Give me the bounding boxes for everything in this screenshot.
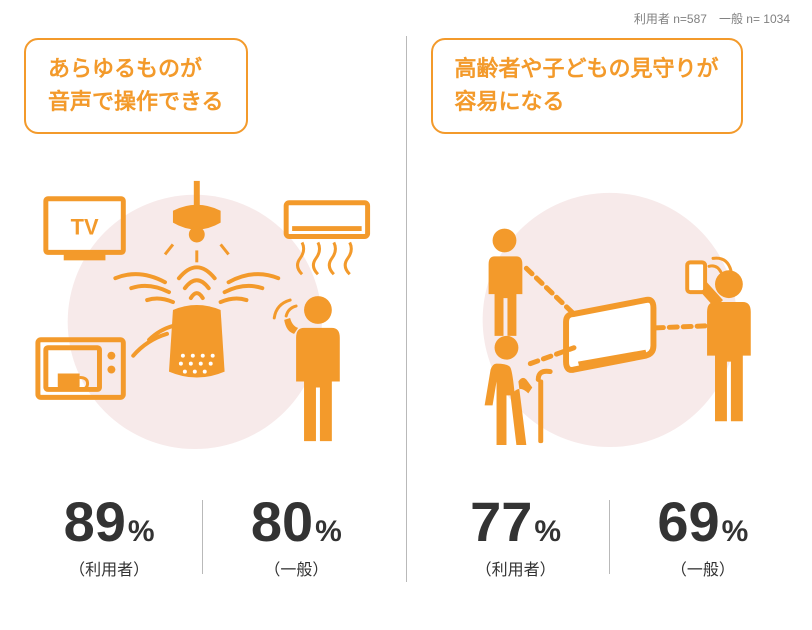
panel-title: 高齢者や子どもの見守りが 容易になる	[431, 38, 743, 134]
tv-label: TV	[71, 215, 99, 240]
stat-general-right: 69% （一般）	[618, 494, 788, 580]
stat-number: 89	[64, 490, 126, 553]
illustration-watch	[431, 150, 789, 470]
stat-general-left: 80% （一般）	[211, 494, 381, 580]
stat-label: （利用者）	[431, 556, 601, 580]
stat-unit: %	[534, 515, 561, 548]
sample-size-note: 利用者 n=587 一般 n= 1034	[634, 10, 790, 27]
stat-unit: %	[315, 515, 342, 548]
title-line2: 高齢者や子どもの見守りが 容易になる	[455, 56, 719, 114]
stat-label: （一般）	[618, 556, 788, 580]
stat-label: （一般）	[211, 556, 381, 580]
panel-voice-control: あらゆるものが 音声で操作できる TV	[0, 28, 406, 630]
watch-svg	[431, 150, 789, 470]
stats-row-left: 89% （利用者） 80% （一般）	[24, 494, 382, 580]
stat-users-left: 89% （利用者）	[24, 494, 194, 580]
stat-number: 77	[470, 490, 532, 553]
stat-unit: %	[722, 515, 749, 548]
title-line1: あらゆるものが 音声で操作できる	[48, 56, 224, 114]
illustration-voice: TV	[24, 150, 382, 470]
stat-divider	[202, 500, 203, 574]
stats-row-right: 77% （利用者） 69% （一般）	[431, 494, 789, 580]
stat-users-right: 77% （利用者）	[431, 494, 601, 580]
stat-divider	[609, 500, 610, 574]
panel-watching-over: 高齢者や子どもの見守りが 容易になる	[407, 28, 812, 630]
panel-title: あらゆるものが 音声で操作できる	[24, 38, 248, 134]
stat-label: （利用者）	[24, 556, 194, 580]
stat-number: 69	[657, 490, 719, 553]
voice-svg: TV	[24, 150, 382, 470]
stat-unit: %	[128, 515, 155, 548]
stat-number: 80	[251, 490, 313, 553]
panels-container: あらゆるものが 音声で操作できる TV	[0, 28, 812, 630]
